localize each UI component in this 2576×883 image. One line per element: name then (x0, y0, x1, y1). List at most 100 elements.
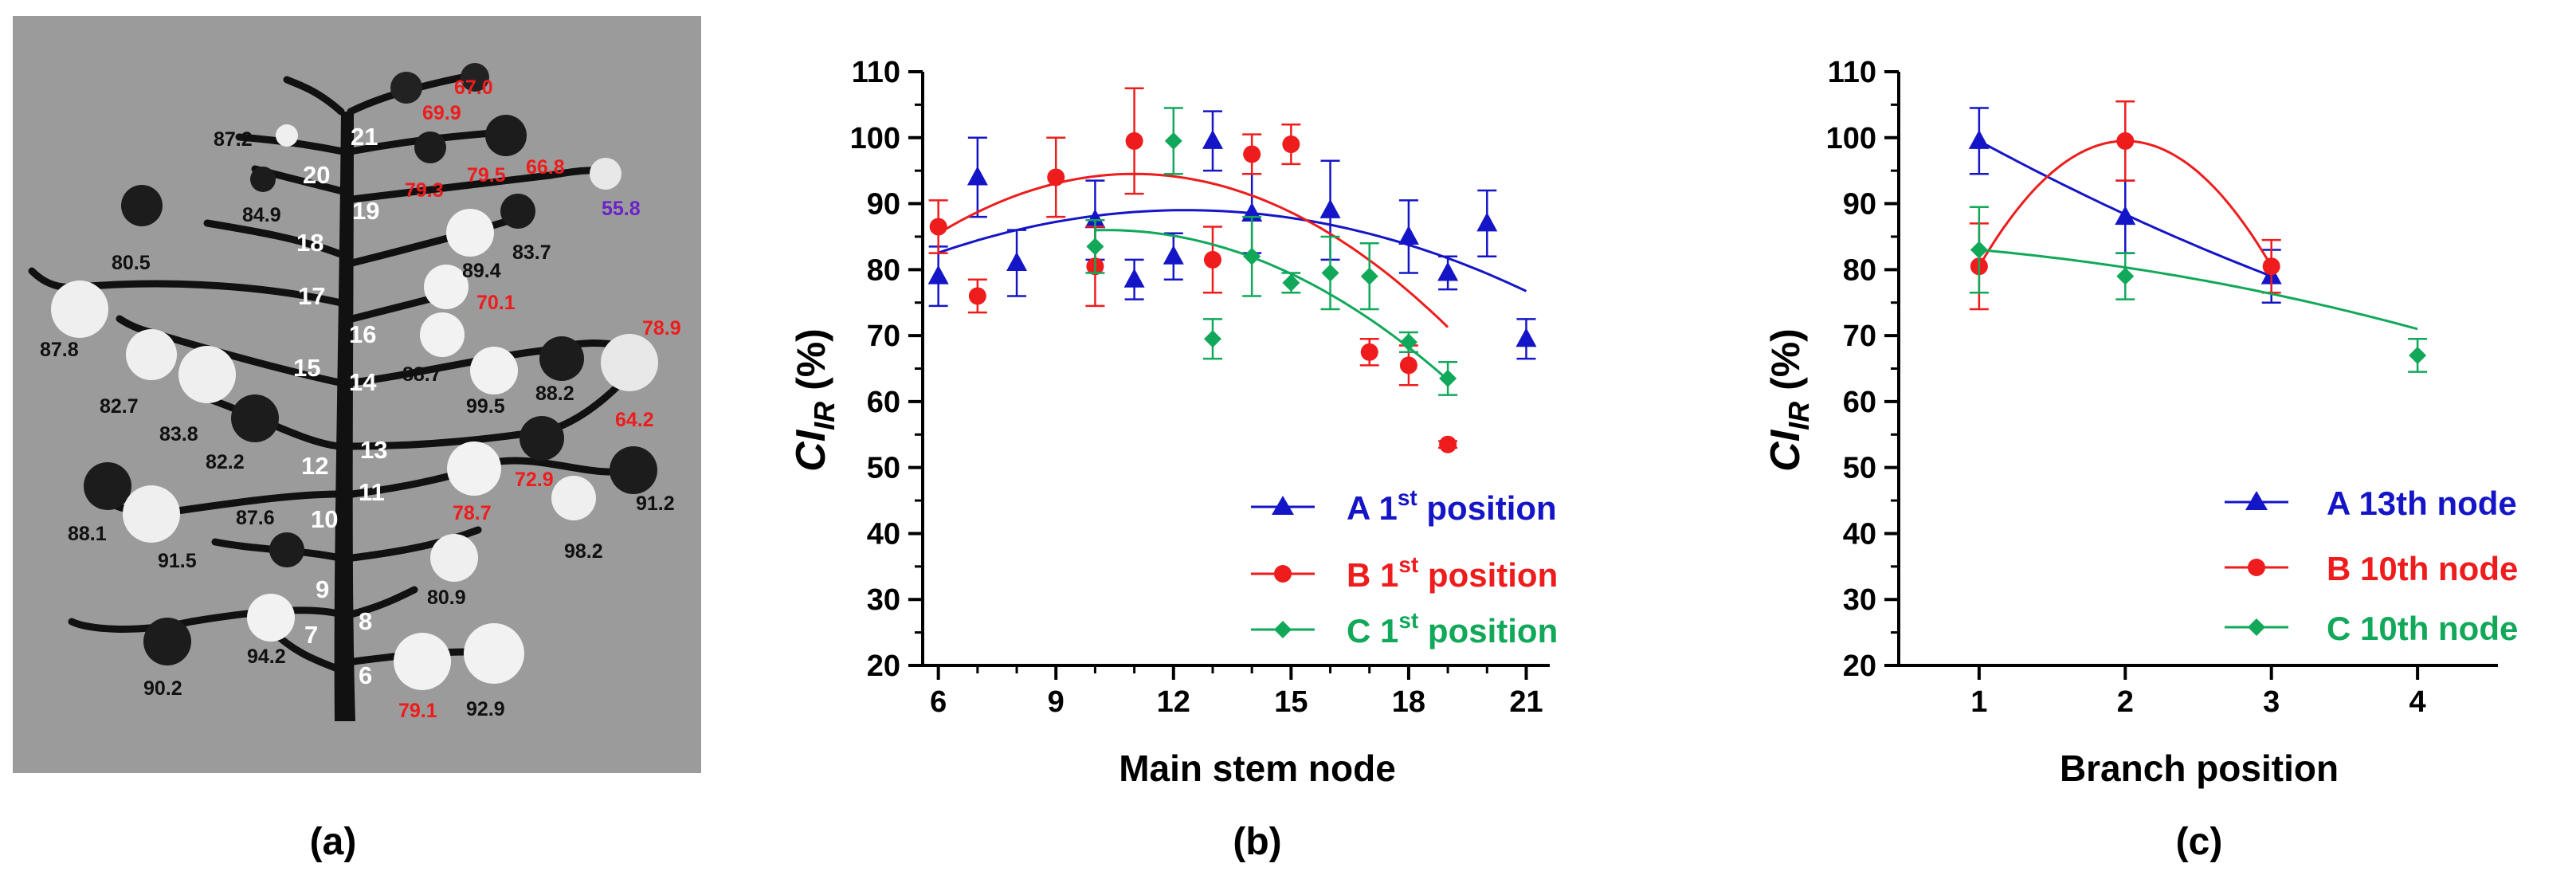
circle-marker-icon (2248, 559, 2265, 576)
plant-value: 67.0 (454, 77, 493, 99)
y-axis-title-ci: CI (1762, 429, 1809, 472)
cotton-bolls (51, 63, 658, 690)
triangle-marker-icon (1272, 496, 1294, 515)
plant-value: 99.5 (466, 395, 505, 418)
fit-curve-A (938, 209, 1527, 292)
y-tick-label: 30 (1843, 583, 1876, 617)
boll (121, 185, 163, 226)
y-tick-label: 70 (867, 320, 900, 353)
legend-label-suffix: position (1417, 489, 1557, 527)
x-tick-label: 12 (1157, 685, 1190, 719)
data-point-A (1006, 252, 1028, 272)
legend-label: A 1st position (1347, 485, 1557, 527)
y-tick-label: 70 (1843, 320, 1876, 353)
data-point-A (1319, 198, 1341, 218)
boll (231, 394, 279, 442)
boll (84, 462, 131, 510)
plant-value: 72.9 (515, 469, 554, 491)
plant-value: 88.1 (68, 523, 107, 545)
boll (51, 281, 108, 338)
boll (123, 485, 180, 543)
plant-value: 55.8 (602, 198, 641, 220)
plant-value: 80.9 (427, 587, 466, 609)
plant-value: 64.2 (615, 409, 654, 431)
y-tick-label: 20 (867, 649, 900, 683)
x-tick-label: 3 (2263, 685, 2280, 719)
data-point-A (966, 166, 988, 186)
plant-value: 79.3 (405, 179, 444, 202)
data-point-C (1439, 369, 1457, 387)
branch (28, 267, 345, 307)
y-tick-label: 20 (1843, 649, 1876, 683)
data-point-A (1163, 245, 1184, 265)
boll (601, 334, 658, 391)
data-point-A (1398, 225, 1419, 245)
data-point-B (929, 218, 947, 236)
branch (68, 606, 342, 633)
plant-value: 94.2 (247, 646, 286, 668)
chart-b: 20 30 40 50 60 70 80 90 100 110 6 9 12 15 18 21 Main st… (788, 56, 1558, 789)
chart-c-axes: 20 30 40 50 60 70 80 90 100 110 1 2 3 4 (1826, 56, 2498, 719)
legend-label-prefix: B 1 (1347, 556, 1398, 594)
boll (447, 442, 501, 496)
boll (394, 633, 451, 690)
chart-b-x-axis-title: Main stem node (1119, 748, 1396, 789)
node-number: 7 (304, 621, 318, 649)
branch (203, 394, 343, 450)
node-number: 6 (359, 661, 372, 689)
plant-value: 83.7 (512, 241, 551, 264)
x-tick-label: 9 (1048, 685, 1065, 719)
plant-value: 90.2 (143, 677, 182, 700)
data-point-C (1360, 267, 1378, 285)
x-tick-label: 15 (1274, 685, 1308, 719)
legend-label-suffix: position (1418, 556, 1558, 594)
cotton-plant-panel: 6 7 8 9 10 11 12 13 14 15 16 17 18 19 20… (13, 16, 701, 773)
data-point-C (1282, 273, 1300, 292)
circle-marker-icon (1274, 565, 1292, 583)
diamond-marker-icon (2248, 618, 2265, 636)
diamond-marker-icon (1274, 621, 1292, 638)
y-tick-label: 100 (1826, 122, 1876, 155)
boll (520, 416, 564, 461)
branch (348, 526, 482, 562)
y-tick-label: 90 (867, 188, 900, 222)
chart-c-x-axis-title: Branch position (2060, 748, 2339, 789)
boll (143, 618, 191, 665)
y-tick-label: 40 (867, 517, 900, 551)
cotton-plant-drawing (28, 63, 658, 721)
boll (414, 131, 446, 163)
data-point-B (1360, 343, 1378, 361)
legend-label-superscript: st (1398, 608, 1418, 633)
plant-value: 87.2 (214, 128, 253, 151)
data-point-C (1203, 330, 1221, 348)
data-point-C (1243, 247, 1261, 265)
node-number: 20 (303, 161, 330, 189)
boll (464, 623, 524, 684)
boll (551, 476, 596, 520)
data-point-A (1123, 268, 1145, 288)
plant-value: 69.9 (422, 102, 461, 124)
y-axis-title-subscript: IR (808, 402, 841, 430)
data-point-A (1084, 209, 1106, 229)
x-tick-label: 18 (1392, 685, 1425, 719)
fit-curve-B (937, 172, 1449, 328)
branch (348, 339, 641, 387)
y-tick-label: 30 (867, 583, 900, 617)
boll (430, 534, 478, 582)
y-tick-label: 50 (867, 452, 900, 485)
boll (420, 312, 465, 357)
data-point-A (927, 265, 949, 285)
data-point-B (2262, 257, 2280, 276)
boll (461, 63, 489, 92)
legend-label-suffix: position (1418, 612, 1558, 649)
y-tick-label: 80 (867, 253, 900, 287)
node-number: 11 (359, 478, 385, 506)
plant-value: 92.9 (466, 698, 505, 720)
plant-value: 84.9 (242, 204, 281, 226)
legend-label-prefix: A 1 (1347, 489, 1398, 527)
data-point-C (2409, 346, 2427, 364)
boll (500, 194, 535, 229)
data-point-B (1282, 135, 1300, 154)
data-point-A (1515, 328, 1537, 347)
